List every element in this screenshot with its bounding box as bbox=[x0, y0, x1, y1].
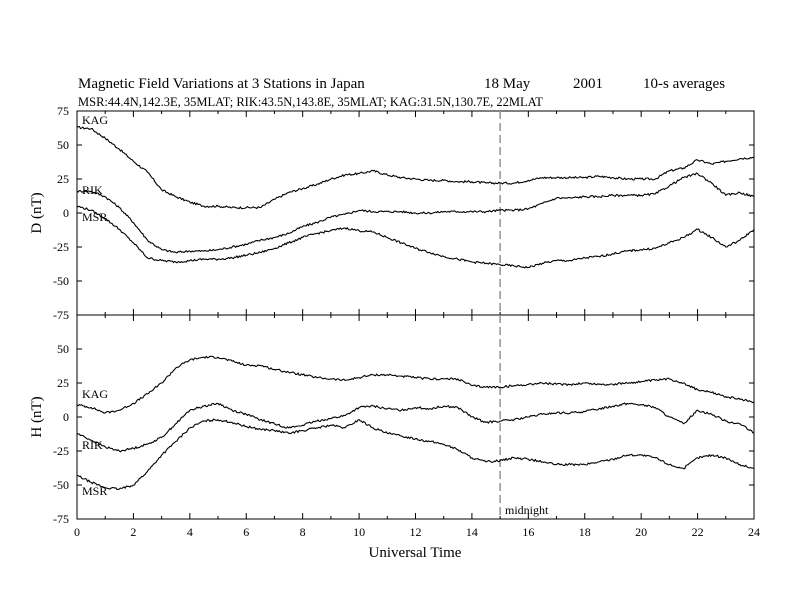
chart-title: Magnetic Field Variations at 3 Stations … bbox=[78, 76, 365, 92]
midnight-label: midnight bbox=[505, 503, 549, 517]
series-line-kag bbox=[76, 355, 755, 414]
station-coordinates: MSR:44.4N,142.3E, 35MLAT; RIK:43.5N,143.… bbox=[78, 95, 543, 109]
y-tick-label: 25 bbox=[57, 376, 69, 390]
series-lines bbox=[76, 126, 755, 490]
y-tick-label: 0 bbox=[63, 410, 69, 424]
series-line-msr bbox=[76, 205, 755, 269]
x-tick-label: 6 bbox=[243, 525, 249, 539]
y-tick-label: 75 bbox=[57, 104, 69, 118]
series-line-msr bbox=[76, 418, 755, 490]
series-labels: KAG RIK MSR KAG RIK MSR bbox=[82, 113, 108, 498]
y-tick-label: 0 bbox=[63, 206, 69, 220]
y-tick-label: -50 bbox=[53, 274, 69, 288]
series-label-rik: RIK bbox=[82, 183, 103, 197]
chart-date: 18 May bbox=[484, 76, 531, 92]
y-tick-label: 25 bbox=[57, 172, 69, 186]
y-tick-label: 50 bbox=[57, 138, 69, 152]
series-line-rik bbox=[76, 402, 755, 453]
y-tick-label: 50 bbox=[57, 342, 69, 356]
y-tick-label: -25 bbox=[53, 240, 69, 254]
x-tick-label: 14 bbox=[466, 525, 478, 539]
y-axis-label-d: D (nT) bbox=[29, 192, 45, 233]
x-tick-label: 22 bbox=[692, 525, 704, 539]
y-tick-label: -25 bbox=[53, 444, 69, 458]
series-label-msr: MSR bbox=[82, 210, 107, 224]
series-line-kag bbox=[76, 126, 755, 210]
x-tick-label: 8 bbox=[300, 525, 306, 539]
series-label-msr: MSR bbox=[82, 484, 107, 498]
x-tick-label: 24 bbox=[748, 525, 760, 539]
series-line-rik bbox=[76, 172, 755, 254]
x-tick-label: 12 bbox=[410, 525, 422, 539]
x-tick-label: 16 bbox=[522, 525, 534, 539]
y-tick-label: -75 bbox=[53, 308, 69, 322]
x-tick-label: 10 bbox=[353, 525, 365, 539]
x-tick-label: 20 bbox=[635, 525, 647, 539]
y-tick-label: -75 bbox=[53, 512, 69, 526]
chart-year: 2001 bbox=[573, 76, 603, 92]
series-label-kag: KAG bbox=[82, 113, 108, 127]
chart-averaging-note: 10-s averages bbox=[643, 76, 725, 92]
x-tick-label: 4 bbox=[187, 525, 193, 539]
x-tick-label: 0 bbox=[74, 525, 80, 539]
x-tick-label: 2 bbox=[130, 525, 136, 539]
y-tick-label: -50 bbox=[53, 478, 69, 492]
y-axis-label-h: H (nT) bbox=[29, 396, 45, 437]
x-tick-label: 18 bbox=[579, 525, 591, 539]
series-label-rik: RIK bbox=[82, 438, 103, 452]
series-label-kag: KAG bbox=[82, 387, 108, 401]
x-axis-label: Universal Time bbox=[369, 545, 462, 561]
